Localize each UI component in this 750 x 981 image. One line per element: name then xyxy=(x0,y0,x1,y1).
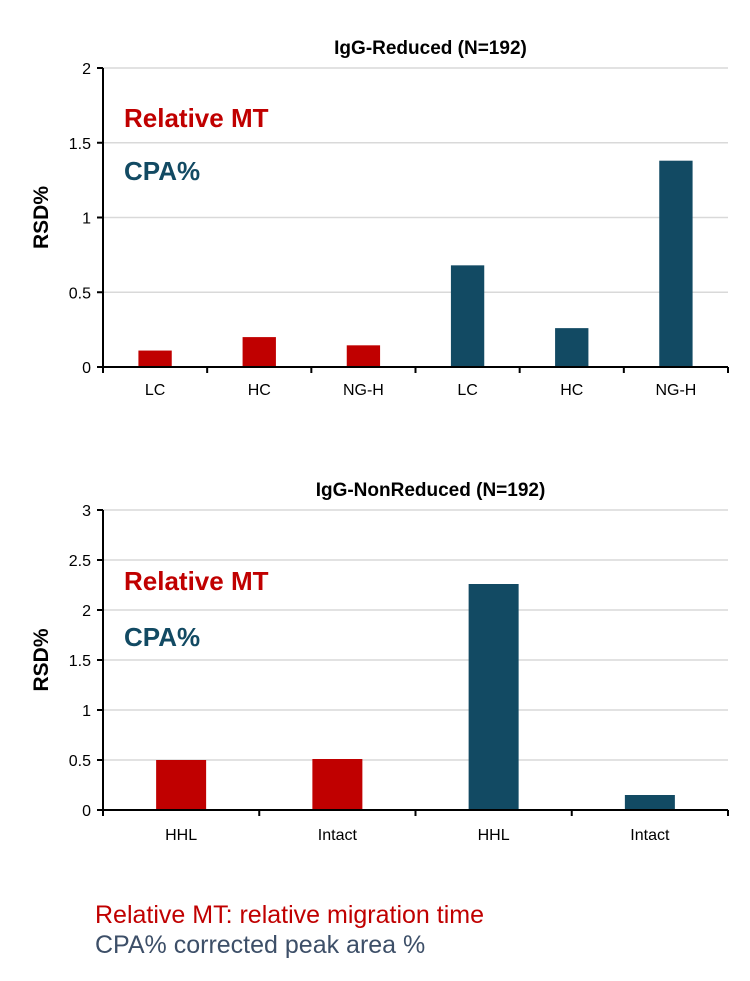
y-tick-label: 3 xyxy=(82,503,91,520)
bar-relative-mt-hhl xyxy=(156,760,207,810)
annotation-cpa: CPA% xyxy=(124,622,200,652)
annotation-cpa: CPA% xyxy=(124,156,200,186)
bar-cpa-hc xyxy=(555,328,589,367)
y-tick-label: 2.5 xyxy=(69,553,91,570)
x-tick-label: LC xyxy=(457,382,477,399)
x-tick-label: Intact xyxy=(318,827,358,844)
igg-nonreduced-chart: IgG-NonReduced (N=192) 0 0.5 1 1.5 2 2.5 3 RSD% H… xyxy=(0,470,750,870)
bar-relative-mt-hc xyxy=(242,337,276,367)
x-tick-label: NG-H xyxy=(343,382,384,399)
bar-cpa-lc xyxy=(450,265,485,367)
chart-title: IgG-NonReduced (N=192) xyxy=(316,480,546,501)
x-tick-label: HC xyxy=(248,382,271,399)
y-tick-label: 0.5 xyxy=(69,285,91,302)
y-tick-label: 1 xyxy=(82,703,91,720)
y-axis-label: RSD% xyxy=(30,628,53,691)
bar-cpa-hhl xyxy=(468,584,519,810)
y-tick-label: 1 xyxy=(82,211,91,228)
y-axis-label: RSD% xyxy=(30,186,53,249)
bar-relative-mt-intact xyxy=(312,759,363,810)
x-tick-label: HHL xyxy=(478,827,510,844)
chart-svg: IgG-NonReduced (N=192) 0 0.5 1 1.5 2 2.5 3 RSD% H… xyxy=(30,480,729,844)
y-tick-label: 1.5 xyxy=(69,136,91,153)
x-tick-label: NG-H xyxy=(655,382,696,399)
bar-cpa-intact xyxy=(624,795,675,810)
bar-relative-mt-ng-h xyxy=(346,345,381,367)
y-tick-label: 0 xyxy=(82,803,91,820)
y-tick-label: 2 xyxy=(82,603,91,620)
bar-relative-mt-lc xyxy=(138,350,172,367)
bar-cpa-ng-h xyxy=(659,160,693,367)
x-tick-label: Intact xyxy=(630,827,670,844)
annotation-relative-mt: Relative MT xyxy=(124,103,269,133)
x-tick-label: LC xyxy=(145,382,165,399)
chart-title: IgG-Reduced (N=192) xyxy=(334,38,527,59)
annotation-relative-mt: Relative MT xyxy=(124,566,269,596)
footnote-relative-mt: Relative MT: relative migration time xyxy=(95,901,485,929)
x-tick-label: HHL xyxy=(165,827,197,844)
y-tick-label: 1.5 xyxy=(69,653,91,670)
igg-reduced-chart: IgG-Reduced (N=192) 0 0.5 1 1.5 2 RSD% LC HC NG-H… xyxy=(0,0,750,430)
x-tick-label: HC xyxy=(560,382,583,399)
y-tick-label: 2 xyxy=(82,61,91,78)
y-tick-label: 0.5 xyxy=(69,753,91,770)
footnote-cpa: CPA% corrected peak area % xyxy=(95,931,426,959)
chart-svg: IgG-Reduced (N=192) 0 0.5 1 1.5 2 RSD% LC HC NG-H… xyxy=(30,38,729,399)
y-tick-label: 0 xyxy=(82,360,91,377)
